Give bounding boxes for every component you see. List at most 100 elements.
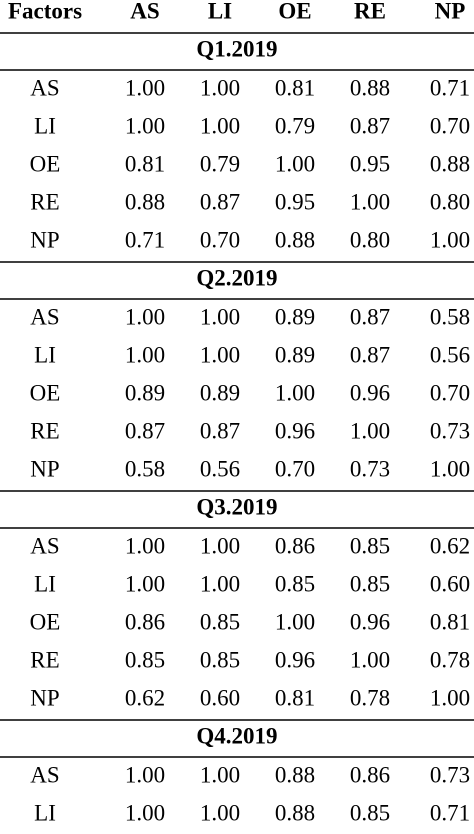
cell: 0.56: [430, 342, 470, 367]
cell: 0.73: [430, 762, 470, 787]
cell: 0.96: [275, 647, 315, 672]
cell: 0.85: [125, 647, 165, 672]
cell: 1.00: [125, 304, 165, 329]
cell: 0.87: [200, 418, 240, 443]
cell: 0.81: [430, 609, 470, 634]
row-label: LI: [34, 113, 56, 138]
cell: 0.71: [125, 227, 165, 252]
row-label: AS: [30, 75, 59, 100]
cell: 0.70: [430, 380, 470, 405]
row-label: AS: [30, 762, 59, 787]
cell: 0.58: [125, 456, 165, 481]
cell: 0.89: [275, 342, 315, 367]
cell: 0.73: [430, 418, 470, 443]
cell: 0.60: [200, 685, 240, 710]
cell: 0.70: [200, 227, 240, 252]
cell: 0.88: [350, 75, 390, 100]
row-label: OE: [30, 609, 61, 634]
cell: 0.95: [275, 189, 315, 214]
cell: 1.00: [350, 189, 390, 214]
header-cell: NP: [435, 0, 466, 23]
cell: 0.89: [125, 380, 165, 405]
row-label: RE: [30, 647, 59, 672]
cell: 0.78: [430, 647, 470, 672]
cell: 0.81: [125, 151, 165, 176]
cell: 0.87: [200, 189, 240, 214]
cell: 0.78: [350, 685, 390, 710]
cell: 0.88: [275, 227, 315, 252]
row-label: RE: [30, 418, 59, 443]
cell: 0.89: [200, 380, 240, 405]
cell: 0.89: [275, 304, 315, 329]
cell: 1.00: [125, 113, 165, 138]
cell: 0.87: [125, 418, 165, 443]
cell: 1.00: [200, 342, 240, 367]
cell: 0.87: [350, 113, 390, 138]
header-cell: Factors: [8, 0, 82, 23]
cell: 1.00: [430, 685, 470, 710]
cell: 0.88: [125, 189, 165, 214]
cell: 0.58: [430, 304, 470, 329]
cell: 1.00: [200, 800, 240, 825]
row-label: LI: [34, 571, 56, 596]
cell: 0.87: [350, 342, 390, 367]
row-label: OE: [30, 380, 61, 405]
cell: 1.00: [275, 380, 315, 405]
cell: 0.70: [430, 113, 470, 138]
cell: 1.00: [430, 456, 470, 481]
cell: 0.62: [125, 685, 165, 710]
cell: 0.79: [200, 151, 240, 176]
cell: 0.88: [275, 800, 315, 825]
cell: 1.00: [430, 227, 470, 252]
cell: 1.00: [125, 571, 165, 596]
cell: 0.85: [350, 571, 390, 596]
section-title: Q1.2019: [196, 36, 277, 61]
cell: 0.86: [275, 533, 315, 558]
cell: 1.00: [125, 533, 165, 558]
cell: 0.80: [430, 189, 470, 214]
section-title: Q3.2019: [196, 494, 277, 519]
cell: 1.00: [350, 418, 390, 443]
cell: 0.96: [350, 380, 390, 405]
section-title: Q4.2019: [196, 723, 277, 748]
cell: 0.85: [350, 800, 390, 825]
cell: 1.00: [200, 762, 240, 787]
cell: 1.00: [125, 762, 165, 787]
header-cell: AS: [130, 0, 159, 23]
row-label: AS: [30, 304, 59, 329]
row-label: LI: [34, 342, 56, 367]
cell: 0.96: [275, 418, 315, 443]
section-title: Q2.2019: [196, 265, 277, 290]
row-label: LI: [34, 800, 56, 825]
header-cell: LI: [208, 0, 232, 23]
cell: 0.60: [430, 571, 470, 596]
cell: 0.88: [275, 762, 315, 787]
cell: 1.00: [275, 609, 315, 634]
cell: 0.85: [275, 571, 315, 596]
cell: 0.95: [350, 151, 390, 176]
row-label: NP: [30, 227, 59, 252]
row-label: OE: [30, 151, 61, 176]
cell: 0.80: [350, 227, 390, 252]
cell: 1.00: [200, 533, 240, 558]
cell: 1.00: [125, 75, 165, 100]
cell: 0.85: [350, 533, 390, 558]
cell: 0.70: [275, 456, 315, 481]
cell: 1.00: [200, 75, 240, 100]
cell: 1.00: [200, 304, 240, 329]
cell: 0.79: [275, 113, 315, 138]
cell: 0.85: [200, 609, 240, 634]
row-label: AS: [30, 533, 59, 558]
cell: 0.81: [275, 685, 315, 710]
cell: 1.00: [350, 647, 390, 672]
header-cell: OE: [278, 0, 311, 23]
cell: 0.81: [275, 75, 315, 100]
row-label: NP: [30, 685, 59, 710]
cell: 0.86: [125, 609, 165, 634]
cell: 1.00: [200, 571, 240, 596]
row-label: RE: [30, 189, 59, 214]
row-label: NP: [30, 456, 59, 481]
cell: 0.56: [200, 456, 240, 481]
